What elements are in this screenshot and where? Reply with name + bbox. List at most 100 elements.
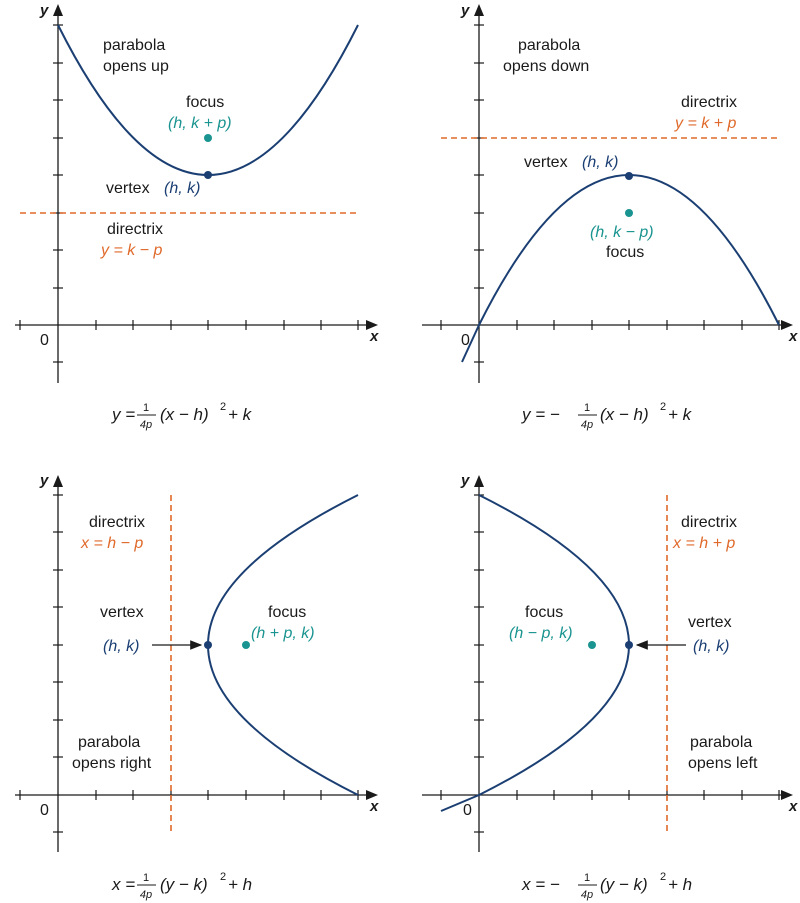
equation-body: (y − k)	[600, 875, 648, 894]
equation-frac-den: 4p	[581, 419, 593, 431]
y-axis-arrow	[474, 475, 484, 487]
vertex-coords: (h, k)	[164, 180, 200, 197]
parabola-curve	[207, 494, 359, 796]
y-axis-arrow	[53, 475, 63, 487]
focus-point	[204, 134, 212, 142]
vertex-label: vertex	[106, 180, 150, 197]
vertex-form-equation: x = 1 4p (y − k) 2 + h	[111, 871, 252, 901]
y-axis-label: y	[39, 472, 49, 489]
x-ticks	[19, 320, 359, 330]
focus-point	[242, 641, 250, 649]
y-ticks	[53, 494, 63, 833]
x-axis-arrow	[781, 320, 793, 330]
opens-label-line1: parabola	[103, 37, 165, 54]
focus-point	[625, 209, 633, 217]
equation-frac-num: 1	[143, 872, 149, 884]
equation-lhs: x = −	[521, 875, 560, 894]
equation-body: (x − h)	[600, 405, 649, 424]
opens-label-line1: parabola	[518, 37, 580, 54]
directrix-label: directrix	[681, 94, 737, 111]
x-axis-arrow	[781, 790, 793, 800]
equation-lhs: y =	[111, 405, 135, 424]
vertex-point	[625, 641, 633, 649]
vertex-point	[625, 172, 633, 180]
axes	[15, 10, 368, 383]
vertex-point	[204, 641, 212, 649]
opens-label-line2: opens up	[103, 58, 169, 75]
equation-exponent: 2	[220, 401, 226, 413]
directrix-label: directrix	[107, 221, 163, 238]
directrix-label: directrix	[681, 514, 737, 531]
vertex-coords: (h, k)	[103, 638, 139, 655]
opens-label-line2: opens down	[503, 58, 589, 75]
focus-coords: (h, k + p)	[168, 115, 232, 132]
x-axis-label: x	[788, 328, 798, 345]
panel-opens-up: x y 0 parabola opens up focus (h, k + p)…	[15, 2, 379, 431]
focus-coords: (h, k − p)	[590, 224, 654, 241]
axes	[15, 482, 368, 852]
directrix-equation: x = h + p	[672, 535, 735, 552]
vertex-form-equation: x = − 1 4p (y − k) 2 + h	[521, 871, 692, 901]
x-axis-label: x	[369, 328, 379, 345]
focus-label: focus	[606, 244, 644, 261]
directrix-equation: x = h − p	[80, 535, 143, 552]
focus-coords: (h + p, k)	[251, 625, 315, 642]
equation-frac-den: 4p	[140, 419, 152, 431]
equation-lhs: x =	[111, 875, 135, 894]
parabola-curve	[461, 174, 780, 363]
equation-exponent: 2	[660, 871, 666, 883]
origin-label: 0	[40, 332, 49, 349]
equation-frac-num: 1	[143, 402, 149, 414]
equation-body: (x − h)	[160, 405, 209, 424]
panel-opens-down: x y 0 parabola opens down directrix y = …	[422, 2, 798, 431]
vertex-coords: (h, k)	[693, 638, 729, 655]
vertex-point	[204, 171, 212, 179]
vertex-coords: (h, k)	[582, 154, 618, 171]
x-axis-arrow	[366, 790, 378, 800]
origin-label: 0	[40, 802, 49, 819]
vertex-form-equation: y = − 1 4p (x − h) 2 + k	[521, 401, 693, 431]
directrix-equation: y = k − p	[100, 242, 162, 259]
parabola-curve	[440, 494, 630, 812]
y-axis-arrow	[474, 4, 484, 16]
equation-exponent: 2	[220, 871, 226, 883]
equation-tail: + k	[668, 405, 693, 424]
vertex-form-equation: y = 1 4p (x − h) 2 + k	[111, 401, 253, 431]
opens-label-line2: opens right	[72, 755, 152, 772]
equation-tail: + k	[228, 405, 253, 424]
y-ticks	[53, 24, 63, 363]
axes	[422, 482, 783, 852]
vertex-label: vertex	[524, 154, 568, 171]
x-axis-arrow	[366, 320, 378, 330]
equation-tail: + h	[228, 875, 252, 894]
equation-tail: + h	[668, 875, 692, 894]
x-axis-label: x	[369, 798, 379, 815]
y-axis-label: y	[460, 472, 470, 489]
directrix-equation: y = k + p	[674, 115, 736, 132]
opens-label-line1: parabola	[690, 734, 752, 751]
equation-frac-num: 1	[584, 402, 590, 414]
y-axis-arrow	[53, 4, 63, 16]
focus-point	[588, 641, 596, 649]
panel-opens-right: x y 0 directrix x = h − p vertex (h, k) …	[15, 472, 379, 901]
focus-coords: (h − p, k)	[509, 625, 573, 642]
equation-frac-num: 1	[584, 872, 590, 884]
equation-exponent: 2	[660, 401, 666, 413]
axes	[422, 10, 783, 383]
directrix-label: directrix	[89, 514, 145, 531]
focus-label: focus	[186, 94, 224, 111]
y-axis-label: y	[460, 2, 470, 19]
opens-label-line1: parabola	[78, 734, 140, 751]
x-axis-label: x	[788, 798, 798, 815]
panel-opens-left: x y 0 directrix x = h + p focus (h − p, …	[422, 472, 798, 901]
origin-label: 0	[463, 802, 472, 819]
vertex-label: vertex	[688, 614, 732, 631]
equation-body: (y − k)	[160, 875, 208, 894]
vertex-label: vertex	[100, 604, 144, 621]
focus-label: focus	[268, 604, 306, 621]
y-axis-label: y	[39, 2, 49, 19]
opens-label-line2: opens left	[688, 755, 758, 772]
equation-lhs: y = −	[521, 405, 560, 424]
focus-label: focus	[525, 604, 563, 621]
